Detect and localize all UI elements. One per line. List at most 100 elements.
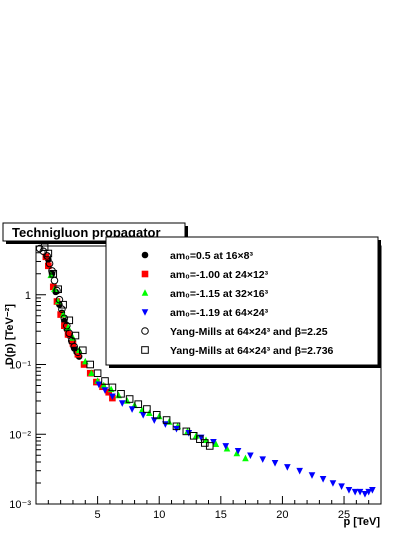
data-point-series-5 xyxy=(74,348,82,357)
data-point-series-5 xyxy=(45,259,54,268)
data-point-series-2 xyxy=(64,331,72,338)
axis-tick-labels: 5 10 15 20 25 10⁻³ 10⁻² 10⁻¹ 1 xyxy=(9,290,350,521)
data-point-series-4 xyxy=(139,412,147,419)
data-point-series-3 xyxy=(100,381,108,389)
data-point-series-2 xyxy=(105,388,112,396)
x-axis-label: p [TeV] xyxy=(344,516,381,528)
data-point-series-2 xyxy=(61,322,68,330)
data-point-series-5 xyxy=(53,286,61,295)
legend-box xyxy=(105,236,379,366)
legend-label-5: Yang-Mills at 64×24³ and β=2.25 xyxy=(170,326,328,338)
data-point-series-4 xyxy=(234,447,242,455)
data-point-series-2 xyxy=(74,351,82,358)
data-point-series-3 xyxy=(223,444,231,452)
data-point-series-6 xyxy=(54,285,62,294)
data-point-series-6 xyxy=(162,416,171,424)
data-point-series-4 xyxy=(284,464,291,471)
y-tick-label: 1 xyxy=(25,290,31,302)
x-tick-label: 5 xyxy=(95,509,101,521)
legend-marker-4 xyxy=(141,309,149,316)
data-point-series-6 xyxy=(205,442,214,450)
data-point-series-3 xyxy=(88,369,95,377)
y-tick-label: 10⁻³ xyxy=(9,499,31,511)
y-axis-label: D(p) [TeV⁻²] xyxy=(4,304,16,366)
data-point-series-5 xyxy=(58,305,66,314)
legend-marker-2 xyxy=(141,270,149,278)
data-point-series-6 xyxy=(101,377,109,385)
data-point-series-5 xyxy=(63,321,71,330)
data-point-series-6 xyxy=(152,411,161,419)
legend-label-1: am₀=0.5 at 16×8³ xyxy=(170,250,253,262)
data-point-series-2 xyxy=(80,361,88,368)
x-tick-label: 25 xyxy=(338,509,350,521)
data-point-series-6 xyxy=(59,300,67,309)
legend-marker-6 xyxy=(141,346,149,354)
data-point-series-4 xyxy=(118,400,126,407)
x-tick-label: 15 xyxy=(215,509,227,521)
data-point-series-4 xyxy=(361,491,369,498)
data-point-series-3 xyxy=(155,412,163,420)
data-point-series-4 xyxy=(247,452,254,460)
data-point-series-4 xyxy=(109,393,116,401)
data-point-series-6 xyxy=(125,395,134,403)
legend-label-3: am₀=-1.15 at 32×16³ xyxy=(170,288,269,300)
legend-marker-3 xyxy=(141,289,149,296)
data-point-series-4 xyxy=(101,387,109,394)
data-point-series-6 xyxy=(117,390,125,398)
data-point-series-4 xyxy=(296,467,303,475)
data-points xyxy=(35,243,376,498)
data-point-series-2 xyxy=(49,283,57,291)
data-point-series-3 xyxy=(47,271,55,279)
data-point-series-5 xyxy=(39,247,48,256)
data-point-series-6 xyxy=(79,346,87,355)
data-point-series-6 xyxy=(86,360,95,369)
data-point-series-6 xyxy=(44,249,53,258)
data-point-series-4 xyxy=(338,483,345,490)
data-point-series-3 xyxy=(192,432,200,439)
data-point-series-6 xyxy=(65,316,74,325)
y-tick-label: 10⁻² xyxy=(9,429,31,441)
data-point-series-4 xyxy=(128,406,136,413)
data-point-series-4 xyxy=(308,472,316,479)
data-point-series-4 xyxy=(259,456,267,463)
data-point-series-6 xyxy=(71,331,80,340)
data-point-series-6 xyxy=(172,422,181,431)
data-point-series-3 xyxy=(115,391,122,399)
data-point-series-4 xyxy=(222,443,230,450)
data-point-series-3 xyxy=(59,310,67,318)
data-point-series-5 xyxy=(50,276,59,285)
data-point-series-6 xyxy=(93,369,102,378)
legend-label-6: Yang-Mills at 64×24³ and β=2.736 xyxy=(170,345,334,357)
data-point-series-4 xyxy=(365,488,372,496)
data-point-series-3 xyxy=(242,454,249,462)
data-point-series-2 xyxy=(45,262,52,270)
x-tick-label: 20 xyxy=(276,509,288,521)
data-point-series-6 xyxy=(108,383,117,392)
legend-marker-5 xyxy=(141,327,149,335)
data-point-series-6 xyxy=(134,400,143,408)
data-point-series-4 xyxy=(329,480,337,487)
data-point-series-4 xyxy=(271,459,279,467)
data-point-series-4 xyxy=(319,475,327,483)
legend: am₀=0.5 at 16×8³ am₀=-1.00 at 24×12³ am₀=-… xyxy=(105,236,381,368)
data-point-series-5 xyxy=(43,252,51,260)
axis-ticks xyxy=(36,245,370,505)
y-tick-label: 10⁻¹ xyxy=(9,360,31,372)
data-point-series-4 xyxy=(185,429,193,437)
x-tick-label: 10 xyxy=(153,509,165,521)
data-point-series-6 xyxy=(49,269,58,278)
data-point-series-4 xyxy=(95,381,103,389)
data-point-series-4 xyxy=(356,488,364,496)
data-point-series-6 xyxy=(143,405,151,413)
data-point-series-5 xyxy=(70,342,78,351)
data-point-series-5 xyxy=(60,314,69,323)
data-point-series-4 xyxy=(150,417,158,424)
data-point-series-3 xyxy=(212,440,220,448)
data-point-series-2 xyxy=(57,311,64,318)
data-point-series-4 xyxy=(369,486,376,494)
chart-title: Technigluon propagator xyxy=(12,225,161,240)
legend-label-2: am₀=-1.00 at 24×12³ xyxy=(170,269,269,281)
data-point-series-4 xyxy=(345,486,353,494)
data-point-series-4 xyxy=(351,488,359,496)
